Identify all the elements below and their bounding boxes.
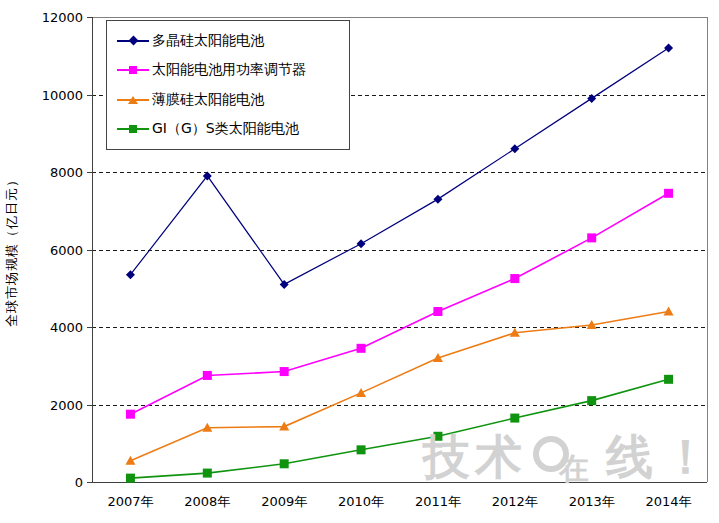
legend-item-2: 薄膜硅太阳能电池 — [117, 91, 341, 109]
data-point-marker — [357, 239, 366, 248]
y-axis-title: 全球市场规模（亿日元） — [3, 165, 21, 335]
y-tick-label: 12000 — [42, 10, 83, 25]
legend-marker-line — [117, 65, 149, 75]
watermark: 技术 在 线！ — [423, 432, 683, 490]
legend-marker-line — [117, 124, 149, 134]
data-point-marker — [433, 195, 442, 204]
watermark-text-left: 技术 — [423, 433, 527, 480]
x-tick-label: 2007年 — [107, 494, 153, 509]
series-line-1 — [130, 193, 668, 414]
data-point-marker — [125, 456, 135, 465]
triangle-marker-icon — [128, 96, 138, 104]
legend-label: 太阳能电池用功率调节器 — [152, 61, 306, 79]
x-tick-label: 2014年 — [646, 494, 692, 509]
x-tick-label: 2011年 — [415, 494, 461, 509]
data-point-marker — [587, 396, 596, 405]
square-marker-icon — [129, 66, 137, 74]
y-tick-label: 2000 — [50, 398, 83, 413]
diamond-marker-icon — [128, 36, 138, 46]
data-point-marker — [280, 367, 289, 376]
legend-item-1: 太阳能电池用功率调节器 — [117, 61, 341, 79]
data-point-marker — [203, 469, 212, 478]
watermark-text-mid: 在 — [559, 454, 589, 484]
legend-label: GI（G）S类太阳能电池 — [152, 120, 299, 138]
x-tick-label: 2012年 — [492, 494, 538, 509]
data-point-marker — [664, 375, 673, 384]
data-point-marker — [664, 189, 673, 198]
data-point-marker — [510, 414, 519, 423]
legend: 多晶硅太阳能电池太阳能电池用功率调节器薄膜硅太阳能电池 GI（G）S类太阳能电池 — [106, 20, 350, 150]
data-point-marker — [356, 388, 366, 397]
square-marker-icon — [129, 125, 137, 133]
legend-item-0: 多晶硅太阳能电池 — [117, 32, 341, 50]
data-point-marker — [126, 474, 135, 483]
data-point-marker — [587, 233, 596, 242]
watermark-text-right: 线！ — [606, 433, 718, 480]
data-point-marker — [664, 307, 674, 316]
data-point-marker — [587, 94, 596, 103]
chart-canvas: 0 2000 4000 6000 8000 10000 12000 2007年 2008年 200… — [0, 0, 719, 523]
data-point-marker — [664, 44, 673, 53]
x-tick-label: 2013年 — [569, 494, 615, 509]
data-point-marker — [510, 274, 519, 283]
data-point-marker — [510, 144, 519, 153]
y-tick-label: 0 — [75, 475, 83, 490]
data-point-marker — [280, 459, 289, 468]
legend-label: 多晶硅太阳能电池 — [152, 32, 264, 50]
legend-marker-line — [117, 36, 149, 46]
x-tick-label: 2009年 — [261, 494, 307, 509]
data-point-marker — [433, 307, 442, 316]
y-tick-label: 10000 — [42, 88, 83, 103]
legend-marker-line — [117, 95, 149, 105]
y-tick-label: 4000 — [50, 320, 83, 335]
data-point-marker — [126, 410, 135, 419]
x-tick-label: 2008年 — [184, 494, 230, 509]
y-tick-label: 6000 — [50, 243, 83, 258]
data-point-marker — [280, 280, 289, 289]
data-point-marker — [203, 371, 212, 380]
legend-item-3: GI（G）S类太阳能电池 — [117, 120, 341, 138]
legend-label: 薄膜硅太阳能电池 — [152, 91, 264, 109]
y-tick-label: 8000 — [50, 165, 83, 180]
data-point-marker — [357, 445, 366, 454]
data-point-marker — [357, 344, 366, 353]
x-tick-label: 2010年 — [338, 494, 384, 509]
